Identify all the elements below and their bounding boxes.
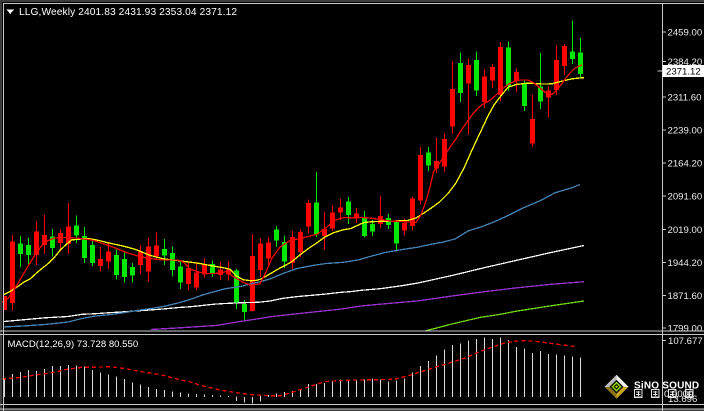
svg-text:2019.00: 2019.00 [668,225,703,236]
svg-text:2384.20: 2384.20 [668,57,703,68]
svg-text:LLG,Weekly 2401.83 2431.93 23: LLG,Weekly 2401.83 2431.93 2353.04 2371.… [19,7,237,18]
svg-text:13.696: 13.696 [668,394,697,405]
svg-text:2239.00: 2239.00 [668,125,703,136]
svg-text:1871.60: 1871.60 [668,291,703,302]
svg-text:107.677: 107.677 [668,336,703,347]
svg-text:1944.20: 1944.20 [668,258,703,269]
svg-text:SiNO SOUND: SiNO SOUND [634,381,699,392]
svg-text:2091.60: 2091.60 [668,191,703,202]
svg-text:2459.00: 2459.00 [668,27,703,38]
svg-text:2164.20: 2164.20 [668,158,703,169]
svg-text:1799.00: 1799.00 [668,323,703,334]
svg-text:0.0000: 0.0000 [664,389,693,400]
svg-text:2371.12: 2371.12 [666,67,701,78]
svg-text:2311.60: 2311.60 [668,92,702,103]
svg-text:MACD(12,26,9) 73.728 80.550: MACD(12,26,9) 73.728 80.550 [8,339,139,350]
